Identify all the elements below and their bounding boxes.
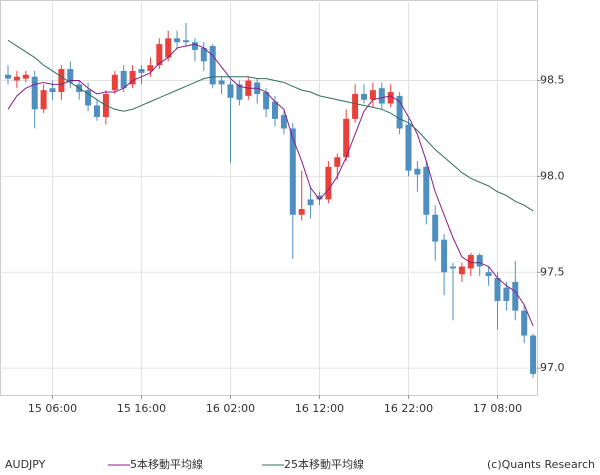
candle-body <box>414 168 421 175</box>
candle-body <box>343 118 350 158</box>
moving-average-line <box>7 39 534 212</box>
x-tick-label: 16 12:00 <box>295 402 344 415</box>
x-tick-label: 16 22:00 <box>384 402 433 415</box>
candle-body <box>467 255 474 269</box>
candle-body <box>387 92 394 104</box>
y-tick-label: 98.5 <box>540 74 565 87</box>
candle-body <box>521 310 528 336</box>
candle-body <box>165 38 172 58</box>
candle-body <box>485 272 492 277</box>
candle-body <box>530 335 537 374</box>
candle-body <box>129 70 136 85</box>
candle-body <box>441 239 448 273</box>
symbol: AUDJPY <box>5 458 46 471</box>
candle-body <box>58 69 65 93</box>
copyright: (c)Quants Research <box>487 458 595 471</box>
y-tick-label: 97.0 <box>540 361 565 374</box>
candle-body <box>396 95 403 129</box>
moving-average-line <box>7 43 534 327</box>
candle-body <box>503 287 510 302</box>
candle-body <box>147 65 154 71</box>
y-tick-label: 98.0 <box>540 169 565 182</box>
candle-body <box>120 70 127 89</box>
candle-body <box>378 88 385 104</box>
candle-body <box>325 166 332 200</box>
candle-body <box>111 74 118 91</box>
candle-body <box>236 84 243 100</box>
x-tick-label: 15 06:00 <box>28 402 77 415</box>
candle-body <box>191 42 198 50</box>
y-tick-label: 97.5 <box>540 265 565 278</box>
candle-body <box>476 255 483 267</box>
x-tick-label: 17 08:00 <box>473 402 522 415</box>
candle-body <box>263 92 270 110</box>
candle-body <box>334 157 341 167</box>
candle-body <box>280 115 287 129</box>
candle-body <box>352 93 359 119</box>
candle-body <box>200 47 207 62</box>
candle-body <box>316 195 323 200</box>
candle-body <box>22 74 29 79</box>
candle-body <box>85 90 92 106</box>
candle-body <box>298 209 305 215</box>
candle-body <box>174 38 181 43</box>
candle-body <box>458 266 465 275</box>
candle-body <box>423 166 430 215</box>
candle-body <box>494 278 501 302</box>
candle-body <box>272 101 278 119</box>
candle-body <box>94 105 100 117</box>
candle-body <box>67 69 74 83</box>
candle-body <box>432 214 439 242</box>
candle-body <box>13 76 20 81</box>
legend-label: 5本移動平均線 <box>130 457 203 471</box>
candle-body <box>156 44 163 66</box>
candle-body <box>31 76 38 110</box>
x-tick-label: 16 02:00 <box>206 402 255 415</box>
candle-body <box>405 124 412 171</box>
candle-body <box>289 128 296 215</box>
candle-body <box>512 281 519 311</box>
candle-body <box>183 40 189 43</box>
x-tick-label: 15 16:00 <box>117 402 166 415</box>
candle-body <box>307 199 314 206</box>
candle-body <box>138 69 145 73</box>
candle-body <box>40 90 47 110</box>
candle-body <box>450 266 456 269</box>
candle-body <box>369 90 376 100</box>
legend-label: 25本移動平均線 <box>284 457 364 471</box>
candle-body <box>227 84 234 98</box>
candle-body <box>209 46 216 85</box>
candle-body <box>49 88 56 93</box>
candle-body <box>5 74 11 79</box>
candle-body <box>361 93 367 100</box>
plot-area <box>0 0 538 396</box>
candle-body <box>218 80 225 85</box>
